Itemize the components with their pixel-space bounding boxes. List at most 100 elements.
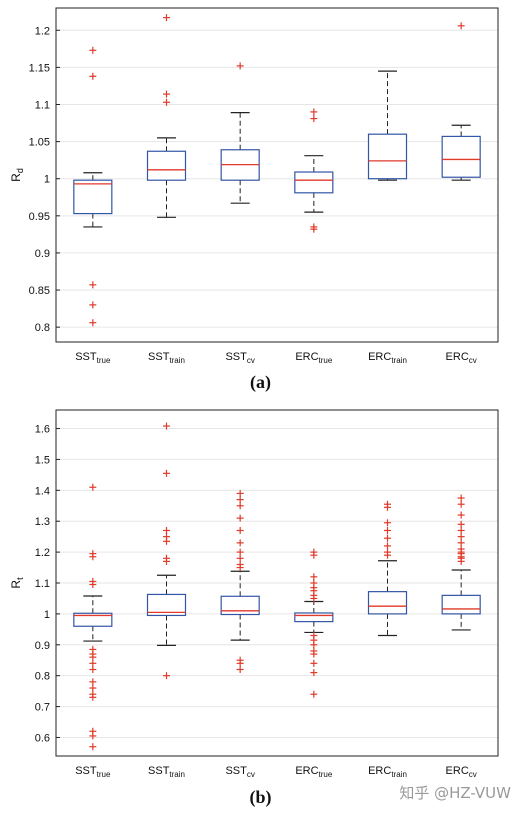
box-iqr	[441, 135, 481, 178]
y-tick-label: 0.7	[35, 702, 50, 714]
outlier-point	[163, 14, 170, 22]
x-tick-label: ERCtrue	[295, 351, 333, 365]
panel-label-b: (b)	[249, 787, 272, 807]
outlier-point	[384, 534, 391, 542]
outlier-point	[457, 494, 465, 502]
outlier-point	[384, 526, 391, 534]
outlier-point	[457, 539, 465, 547]
outlier-point	[163, 469, 170, 477]
y-tick-label: 1	[44, 174, 50, 186]
outlier-point	[310, 669, 318, 677]
y-tick-label: 1	[44, 609, 50, 621]
outlier-point	[310, 650, 318, 658]
outlier-point	[310, 573, 318, 581]
outlier-point	[89, 684, 97, 692]
outlier-point	[236, 62, 244, 70]
watermark: 知乎 @HZ-VUW	[399, 784, 511, 802]
outlier-point	[457, 511, 465, 519]
x-tick-label: ERCtrue	[295, 765, 333, 779]
x-tick-label: SSTtrue	[75, 765, 111, 779]
outlier-point	[163, 90, 170, 98]
outlier-point	[89, 553, 97, 561]
y-tick-label: 0.8	[35, 671, 50, 683]
outlier-point	[163, 422, 170, 430]
box-erc-train	[367, 500, 408, 637]
box-iqr	[294, 612, 334, 623]
x-tick-label: ERCtrain	[368, 765, 407, 779]
y-tick-label: 1.1	[35, 578, 50, 590]
panel-label-a: (a)	[250, 372, 271, 392]
outlier-point	[236, 548, 244, 556]
x-tick-label: SSTtrue	[75, 351, 111, 365]
box-erc-true	[294, 548, 334, 698]
x-tick-label: ERCcv	[446, 765, 477, 779]
outlier-point	[236, 514, 244, 522]
x-tick-label: SSTtrain	[148, 351, 185, 365]
outlier-point	[89, 659, 97, 667]
outlier-point	[384, 503, 391, 511]
box-sst-train	[146, 14, 187, 218]
y-tick-label: 1.2	[35, 547, 50, 559]
outlier-point	[236, 564, 244, 572]
outlier-point	[236, 526, 244, 534]
outlier-point	[310, 659, 318, 667]
outlier-point	[89, 319, 97, 327]
y-tick-label: 1.6	[35, 424, 50, 436]
outlier-point	[457, 22, 465, 30]
outlier-point	[384, 542, 391, 550]
y-tick-label: 1.1	[35, 99, 50, 111]
outlier-point	[457, 557, 465, 565]
outlier-point	[89, 743, 97, 751]
outlier-point	[236, 659, 244, 667]
y-tick-label: 0.9	[35, 248, 50, 260]
x-tick-label: ERCcv	[446, 351, 477, 365]
box-sst-cv	[220, 62, 260, 204]
outlier-point	[310, 641, 318, 649]
outlier-point	[89, 281, 97, 289]
x-tick-label: ERCtrain	[368, 351, 407, 365]
outlier-point	[89, 301, 97, 309]
outlier-point	[89, 483, 97, 491]
x-tick-label: SSTcv	[225, 351, 254, 365]
outlier-point	[163, 557, 170, 565]
outlier-point	[310, 108, 318, 116]
box-iqr	[73, 179, 113, 215]
box-sst-true	[73, 483, 113, 751]
outlier-point	[384, 519, 391, 527]
y-tick-label: 1.05	[29, 137, 50, 149]
box-iqr	[146, 150, 187, 181]
box-erc-cv	[441, 494, 481, 631]
chart-panel-a: 0.8 0.85 0.9 0.95 1 1.05 1.1 1.15 1.2 Rd SSTtrue SS…	[9, 7, 499, 365]
y-axis-label: Rt	[9, 577, 25, 589]
box-iqr	[441, 594, 481, 615]
outlier-point	[310, 115, 318, 123]
y-tick-label: 0.95	[29, 211, 50, 223]
box-sst-train	[146, 422, 187, 680]
outlier-point	[310, 594, 318, 602]
y-axis-label: Rd	[9, 168, 25, 182]
outlier-point	[89, 678, 97, 686]
outlier-point	[236, 489, 244, 497]
outlier-point	[236, 502, 244, 510]
outlier-point	[89, 693, 97, 701]
y-tick-label: 1.2	[35, 25, 50, 37]
outlier-point	[163, 672, 170, 680]
outlier-point	[457, 520, 465, 528]
outlier-point	[457, 526, 465, 534]
outlier-point	[89, 46, 97, 54]
x-tick-label: SSTcv	[225, 765, 254, 779]
y-tick-label: 0.6	[35, 732, 50, 744]
y-tick-label: 1.15	[29, 62, 50, 74]
box-erc-true	[294, 108, 334, 233]
outlier-point	[310, 225, 318, 233]
outlier-point	[89, 72, 97, 80]
outlier-point	[310, 690, 318, 698]
box-sst-true	[73, 46, 113, 327]
y-tick-label: 1.5	[35, 454, 50, 466]
outlier-point	[457, 500, 465, 508]
box-iqr	[73, 612, 113, 627]
plot-frame	[55, 409, 499, 757]
box-iqr	[367, 591, 408, 615]
outlier-point	[89, 653, 97, 661]
